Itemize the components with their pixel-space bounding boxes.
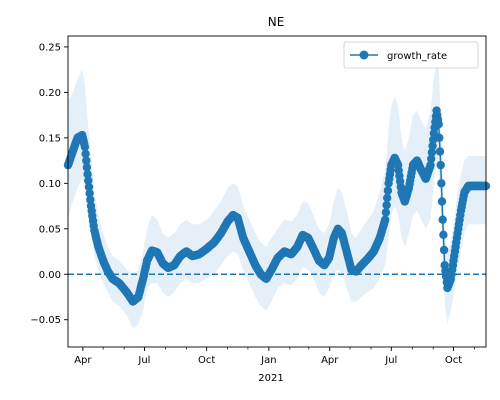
x-tick-label: Apr [74, 355, 92, 366]
data-point [381, 208, 391, 217]
data-point [86, 195, 95, 204]
y-tick-label: 0.20 [39, 88, 61, 99]
data-point [438, 215, 447, 224]
y-tick-label: 0.15 [39, 133, 61, 144]
data-point [81, 149, 90, 158]
data-point [82, 163, 92, 172]
data-point [426, 160, 435, 170]
x-tick-label: Apr [321, 355, 339, 366]
data-point [439, 245, 449, 255]
chart-title: NE [268, 15, 285, 29]
x-axis: Apr Jul Oct Jan Apr Jul Oct [74, 347, 475, 366]
data-point [80, 142, 90, 152]
data-point [85, 189, 94, 198]
data-point [382, 200, 391, 210]
data-point [84, 182, 94, 192]
data-point [436, 160, 445, 170]
plot-area-frame [67, 35, 487, 348]
data-point [437, 179, 446, 188]
x-tick-label: Oct [198, 355, 215, 366]
confidence-band [68, 60, 486, 329]
y-axis: −0.05 0.00 0.05 0.10 0.15 0.20 0.25 [30, 42, 68, 326]
data-point [428, 141, 437, 151]
x-tick-label: Jan [260, 355, 276, 366]
x-tick-label: Oct [445, 355, 462, 366]
x-axis-year-label: 2021 [258, 373, 283, 384]
data-point [437, 197, 447, 206]
data-point [383, 186, 393, 195]
x-tick-label: Jul [384, 355, 397, 366]
data-point [434, 120, 443, 129]
legend-label-growth-rate: growth_rate [387, 51, 447, 62]
y-tick-label: −0.05 [30, 315, 61, 326]
data-point [427, 154, 436, 163]
series-layer [63, 106, 491, 306]
data-point [427, 148, 437, 157]
data-point [83, 170, 92, 179]
confidence-band-layer [68, 60, 486, 329]
legend: growth_rate [343, 41, 479, 69]
data-point [435, 147, 445, 156]
y-tick-label: 0.00 [39, 270, 61, 281]
data-point [381, 215, 390, 224]
legend-marker-swatch [359, 50, 369, 60]
data-point [82, 156, 91, 165]
y-tick-label: 0.25 [39, 42, 61, 53]
data-point [383, 193, 392, 203]
data-point [439, 230, 448, 239]
data-point [435, 133, 444, 142]
y-tick-label: 0.05 [39, 224, 61, 235]
legend-box [343, 41, 479, 69]
data-point [84, 176, 93, 185]
y-tick-label: 0.10 [39, 179, 61, 190]
x-tick-label: Jul [137, 355, 150, 366]
